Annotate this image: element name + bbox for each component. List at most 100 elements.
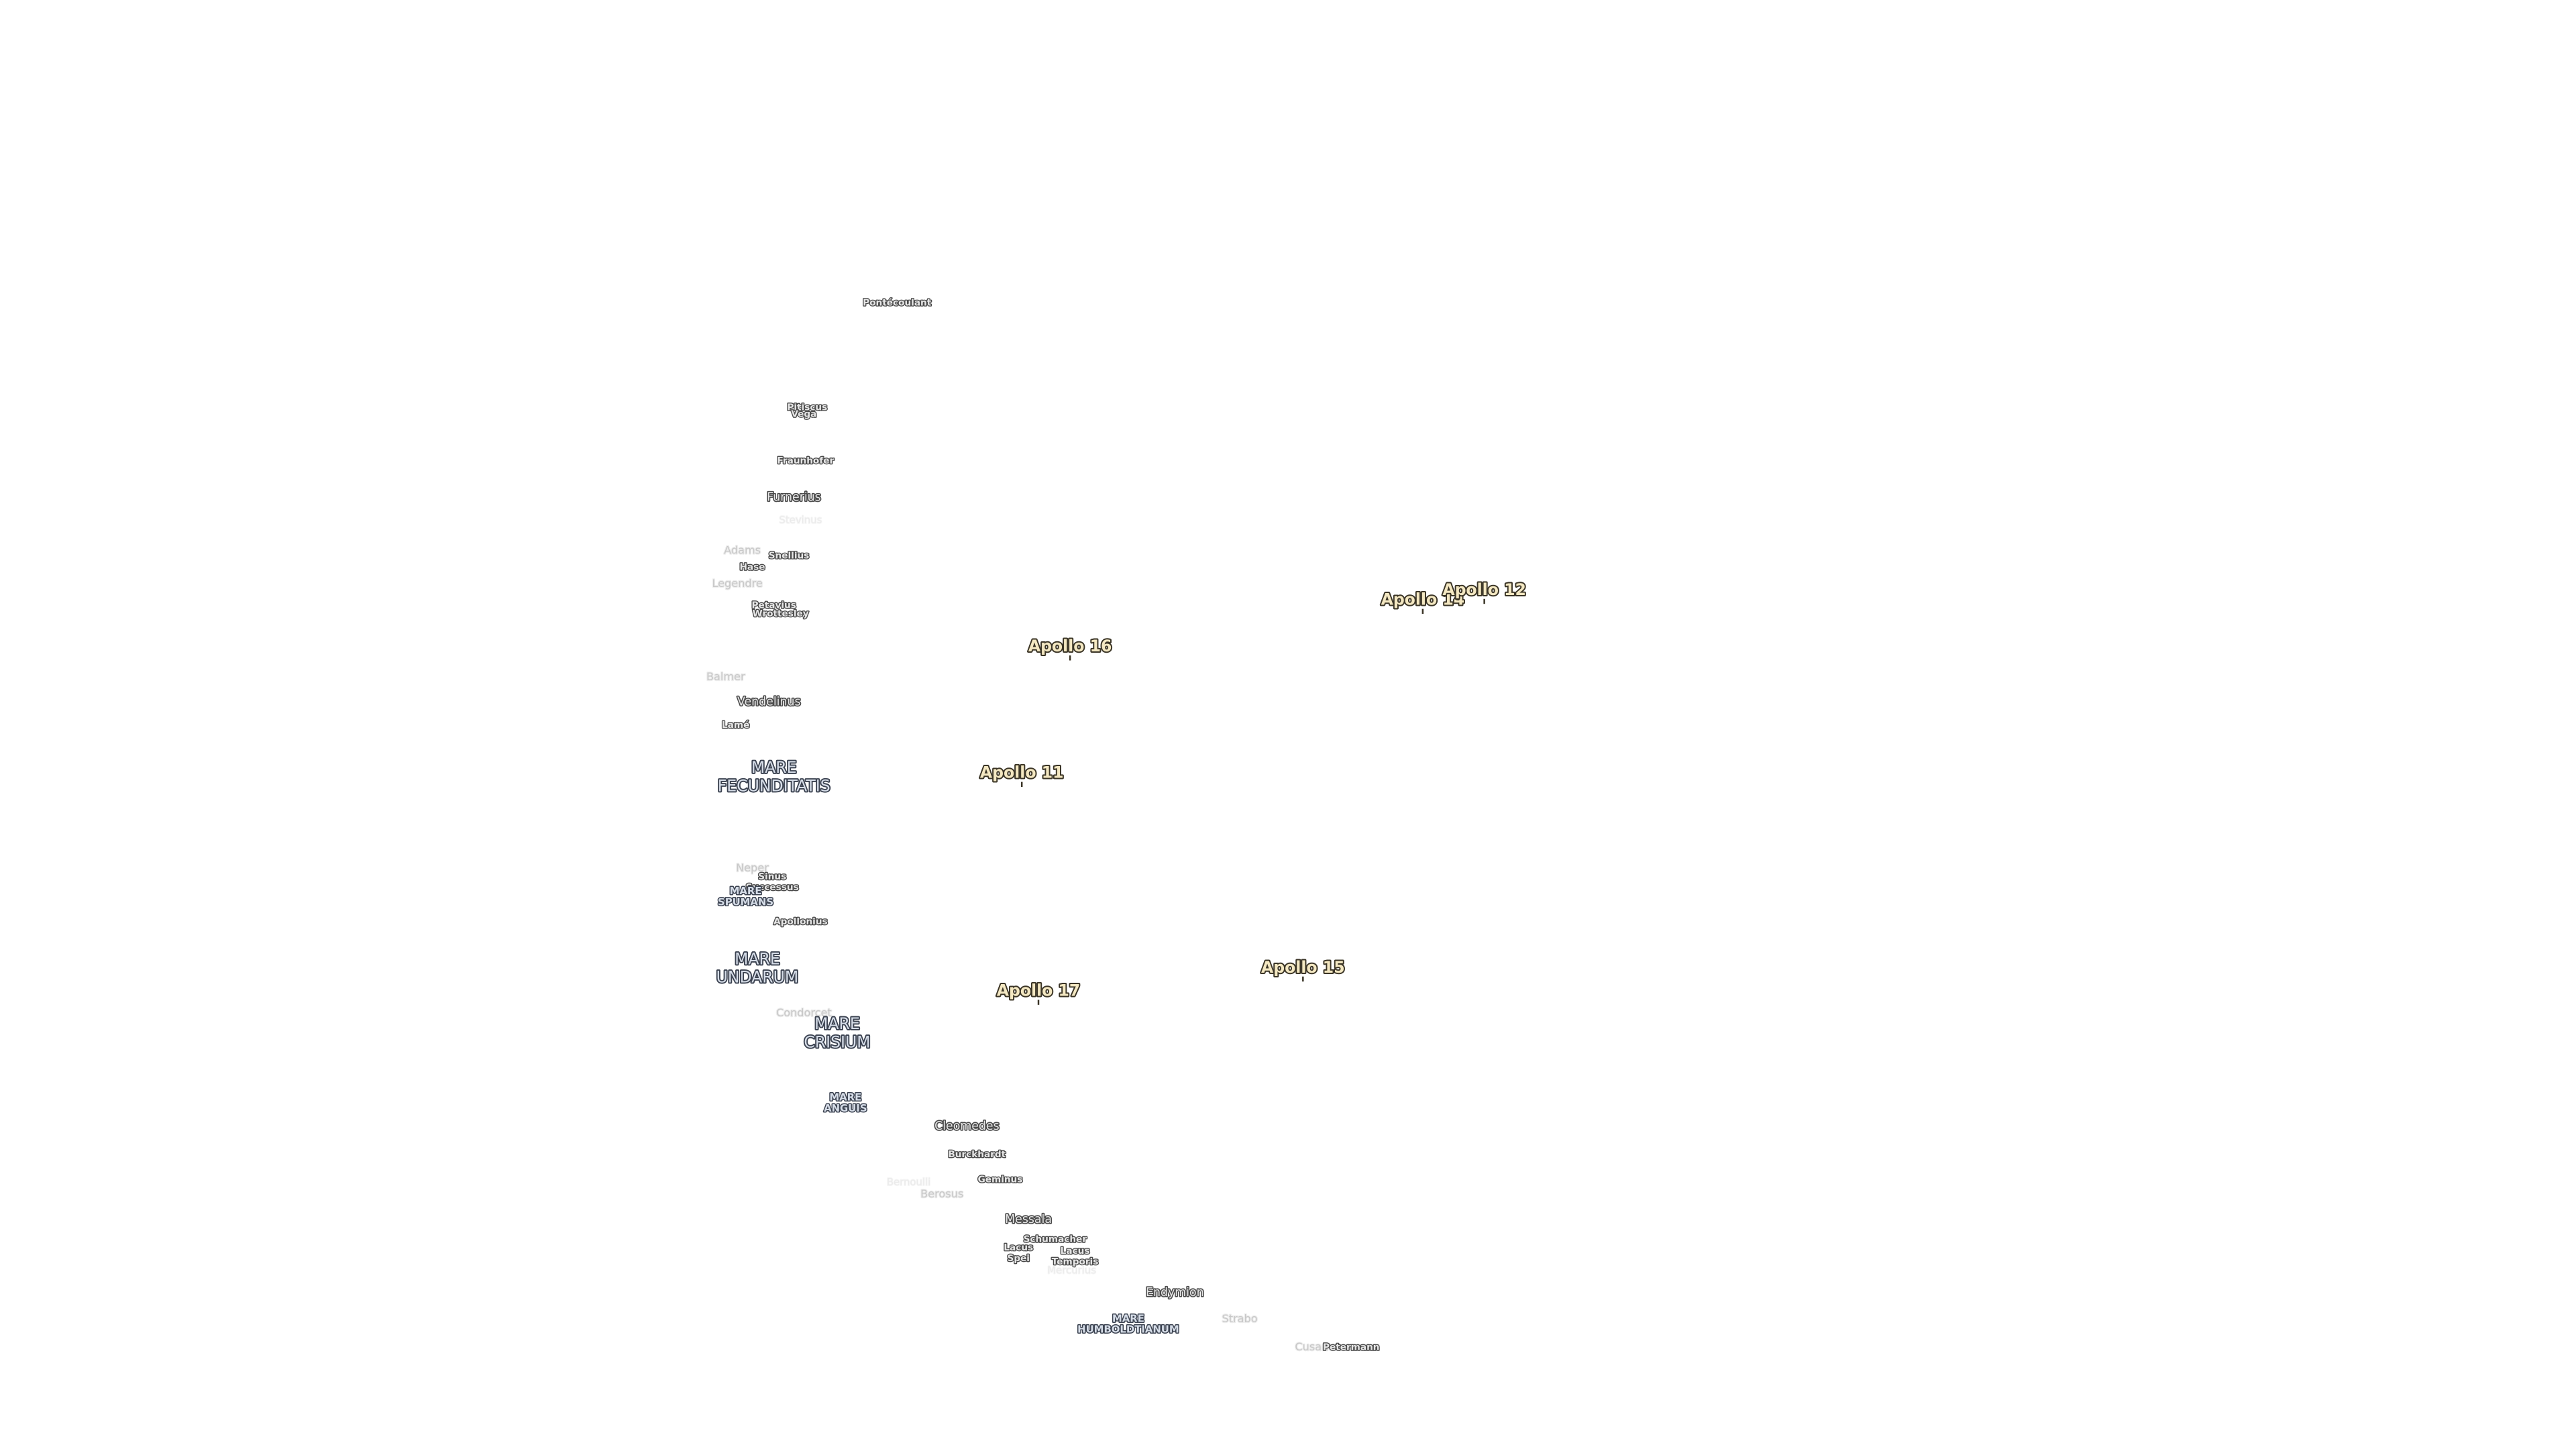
landing-site-label: Apollo 15 (1261, 958, 1345, 977)
mare-label: FECUNDITATIS (718, 776, 830, 795)
crater-label: Pontécoulant (863, 297, 932, 308)
crater-label: Balmer (706, 670, 745, 683)
map-label: Apollo 17 (996, 980, 1081, 1005)
map-label: Snellius (767, 549, 810, 562)
crater-label: Lamé (722, 720, 749, 731)
crater-label: Mercurius (1047, 1265, 1096, 1277)
mare-label: ANGUIS (824, 1102, 867, 1114)
map-label: Apollo 12 (1441, 579, 1527, 604)
crater-label: Spei (1008, 1253, 1030, 1264)
map-label: Cusanus (1294, 1340, 1342, 1354)
mare-label: MARE (730, 885, 762, 897)
map-label: Schumacher (1022, 1233, 1087, 1246)
landing-site-label: Apollo 17 (997, 981, 1081, 1000)
mare-label: SPUMANS (718, 896, 773, 908)
map-label: Geminus (977, 1173, 1024, 1186)
mare-label: CRISIUM (804, 1032, 870, 1051)
map-label: Messala (1004, 1212, 1053, 1227)
crater-label: Successus (746, 882, 799, 893)
mare-label: MARE (751, 758, 797, 777)
map-label: Pontécoulant (862, 297, 932, 309)
landing-site-label: Apollo 12 (1442, 580, 1526, 599)
map-label: Burckhardt (947, 1148, 1007, 1161)
map-label: Condorcet (775, 1006, 833, 1020)
crater-label: Petermann (1323, 1342, 1380, 1353)
map-label: Neper (735, 861, 770, 875)
map-label: Balmer (706, 669, 746, 684)
crater-label: Geminus (978, 1174, 1023, 1185)
crater-label: Apollonius (773, 916, 828, 927)
map-label: Apollo 11 (979, 762, 1065, 787)
map-label: Vega (790, 408, 818, 421)
mare-label: HUMBOLDTIANUM (1077, 1324, 1179, 1336)
crater-label: Snellius (769, 550, 810, 561)
map-label: Strabo (1221, 1311, 1258, 1326)
map-label: Bernoulli (886, 1175, 931, 1189)
landing-site-label: Apollo 11 (980, 763, 1064, 782)
crater-label: Lacus (1004, 1242, 1033, 1253)
map-label: Petavius (751, 599, 797, 612)
map-label: Lamé (721, 719, 751, 732)
crater-label: Bernoulli (887, 1176, 931, 1188)
map-label: Apollo 16 (1027, 635, 1113, 661)
mare-label: MARE (829, 1091, 861, 1104)
crater-label: Cleomedes (934, 1120, 1000, 1133)
crater-label: Fraunhofer (777, 455, 834, 466)
crater-label: Petavius (752, 600, 796, 611)
crater-label: Schumacher (1024, 1234, 1087, 1245)
map-label: Berosus (920, 1187, 965, 1201)
crater-label: Lacus (1061, 1246, 1090, 1256)
map-label: Apollo 15 (1260, 957, 1346, 982)
map-label: Apollonius (773, 916, 828, 928)
map-label: Adams (723, 543, 761, 557)
map-label: Vendelinus (736, 694, 802, 710)
map-label: Pitiscus (786, 401, 828, 414)
crater-label: Neper (736, 861, 769, 874)
map-label: Legendre (711, 576, 763, 590)
landing-site-label: Apollo 16 (1028, 637, 1112, 655)
crater-label: Sinus (758, 871, 786, 882)
crater-label: Wrottesley (753, 608, 809, 619)
crater-label: Berosus (920, 1187, 963, 1200)
crater-label: Messala (1005, 1213, 1052, 1226)
map-label: Fraunhofer (776, 455, 835, 468)
map-label: Wrottesley (751, 608, 810, 621)
crater-label: Pitiscus (787, 402, 827, 413)
crater-label: Vendelinus (737, 696, 801, 709)
map-label: Endymion (1144, 1285, 1205, 1300)
map-label: Petermann (1322, 1341, 1381, 1354)
mare-label: MARE (1112, 1313, 1144, 1325)
crater-label: Hase (739, 562, 765, 573)
map-label: Stevinus (778, 513, 822, 527)
crater-label: Condorcet (776, 1006, 832, 1019)
crater-label: Vega (791, 409, 816, 419)
crater-label: Strabo (1222, 1312, 1258, 1325)
landing-site-label: Apollo 14 (1381, 590, 1465, 609)
crater-label: Cusanus (1295, 1340, 1341, 1353)
mare-label: MARE (735, 949, 780, 968)
crater-label: Legendre (712, 577, 762, 590)
map-label: Apollo 14 (1380, 589, 1466, 614)
map-label: Mercurius (1046, 1264, 1097, 1277)
crater-label: Burckhardt (948, 1149, 1006, 1160)
crater-label: Endymion (1146, 1286, 1204, 1299)
mare-label: UNDARUM (716, 968, 799, 987)
mare-label: MARE (814, 1014, 860, 1033)
crater-label: Furnerius (767, 490, 821, 504)
crater-label: Temporis (1052, 1256, 1099, 1267)
map-label: Cleomedes (934, 1118, 1001, 1134)
crater-label: Adams (724, 543, 761, 556)
crater-label: Stevinus (779, 514, 822, 526)
